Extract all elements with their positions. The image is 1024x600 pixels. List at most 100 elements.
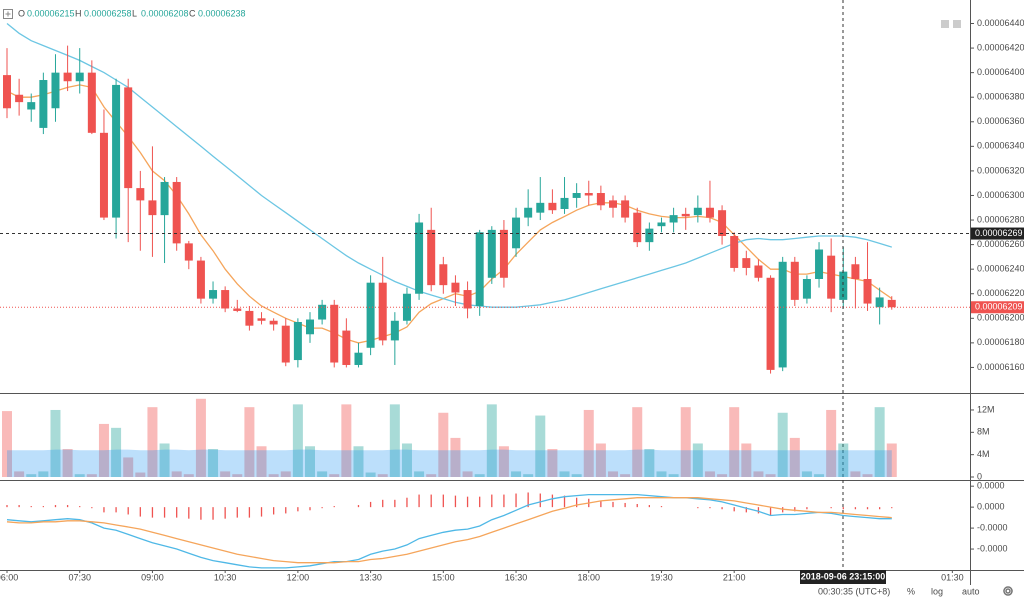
candle-body (790, 261, 799, 300)
x-tick-label: 07:30 (68, 572, 91, 582)
candle-body (269, 320, 278, 325)
candle-body (596, 193, 605, 206)
candle-body (390, 320, 399, 341)
volume-bar (729, 407, 740, 477)
volume-bar (692, 443, 703, 477)
y-tick-label: 0.00006380 (977, 92, 1024, 102)
candle-body (887, 299, 896, 308)
candle-body (209, 290, 218, 299)
candle-body (160, 181, 169, 216)
ohlc-value: 0.00006238 (198, 8, 246, 18)
candle-body (27, 102, 36, 110)
y-tick-label: 0.00006360 (977, 116, 1024, 126)
ohlc-value: 0.00006258 (84, 8, 132, 18)
y-tick-label: 0.00006220 (977, 288, 1024, 298)
candle-body (172, 181, 181, 244)
volume-bar (365, 472, 376, 477)
y-tick-label: 0.0000 (977, 481, 1005, 491)
volume-bar (850, 471, 861, 477)
candle-body (99, 132, 108, 218)
add-icon-plus[interactable] (5, 11, 11, 17)
x-tick-label: 09:00 (141, 572, 164, 582)
volume-bar (801, 471, 812, 477)
volume-bar (498, 446, 509, 477)
moving-average (6, 84, 893, 344)
scale-button[interactable]: % (907, 586, 915, 596)
candle-body (148, 200, 157, 216)
candle-body (233, 308, 242, 311)
volume-bar (377, 474, 388, 477)
x-tick-label: 13:30 (359, 572, 382, 582)
candle-body (75, 72, 84, 82)
volume-bar (2, 411, 12, 477)
candle-body (681, 213, 690, 217)
candle-body (63, 72, 72, 82)
candle-body (221, 290, 230, 309)
volume-bar (341, 404, 352, 477)
candle-body (415, 222, 424, 294)
y-tick-label: -0.0000 (977, 543, 1008, 553)
candle-body (463, 290, 472, 309)
volume-bar (111, 427, 122, 477)
candle-body (512, 217, 521, 249)
y-tick-label: 0.00006340 (977, 141, 1024, 151)
volume-bar (98, 423, 109, 477)
scale-button[interactable]: auto (962, 586, 980, 596)
candle-body (342, 330, 351, 365)
volume-bar (595, 443, 606, 477)
candle-body (839, 271, 848, 300)
volume-bar (559, 471, 570, 477)
pane-button[interactable] (941, 20, 949, 28)
volume-bar (329, 474, 340, 477)
ohlc-key: C (189, 8, 196, 18)
x-tick-label: 12:00 (287, 572, 310, 582)
volume-bar (838, 443, 849, 477)
volume-bar (401, 443, 412, 477)
candle-body (354, 352, 363, 365)
volume-bar (268, 474, 279, 477)
volume-bar (717, 474, 728, 477)
candle-body (330, 304, 339, 363)
x-tick-label: 16:30 (505, 572, 528, 582)
y-tick-label: 0.00006200 (977, 313, 1024, 323)
crosshair-time-tag (800, 570, 886, 584)
y-tick-label: 4M (977, 449, 990, 459)
candle-body (778, 261, 787, 368)
scale-button[interactable]: log (931, 586, 943, 596)
candle-body (136, 188, 145, 201)
y-tick-label: 0 (977, 471, 982, 481)
pane-button[interactable] (953, 20, 961, 28)
volume-bar (244, 407, 255, 477)
settings-icon[interactable] (1003, 586, 1013, 596)
candle-body (766, 277, 775, 370)
volume-bar (159, 443, 170, 477)
volume-bar (426, 474, 437, 477)
add-icon[interactable] (3, 9, 13, 19)
x-tick-label: 06:00 (0, 572, 18, 582)
candle-body (693, 207, 702, 216)
candle-body (487, 229, 496, 278)
candle-body (730, 236, 739, 268)
volume-bar (38, 471, 49, 477)
candle-body (87, 72, 96, 133)
candle-body (475, 232, 484, 307)
volume-bar (171, 471, 182, 477)
volume-bar (438, 412, 449, 477)
y-tick-label: 0.00006300 (977, 190, 1024, 200)
volume-bar (741, 443, 752, 477)
y-tick-label: 0.00006420 (977, 42, 1024, 52)
volume-bar (765, 474, 776, 477)
volume-bar (474, 474, 485, 477)
candle-body (318, 304, 327, 320)
candle-body (366, 282, 375, 348)
volume-bar (523, 474, 534, 477)
volume-bar (50, 409, 61, 477)
candle-body (499, 229, 508, 278)
x-tick-label: 10:30 (214, 572, 237, 582)
volume-bar (256, 446, 267, 477)
candle-body (439, 264, 448, 286)
volume-bar (14, 471, 25, 477)
volume-bar (547, 449, 558, 477)
y-tick-label: 12M (977, 404, 995, 414)
